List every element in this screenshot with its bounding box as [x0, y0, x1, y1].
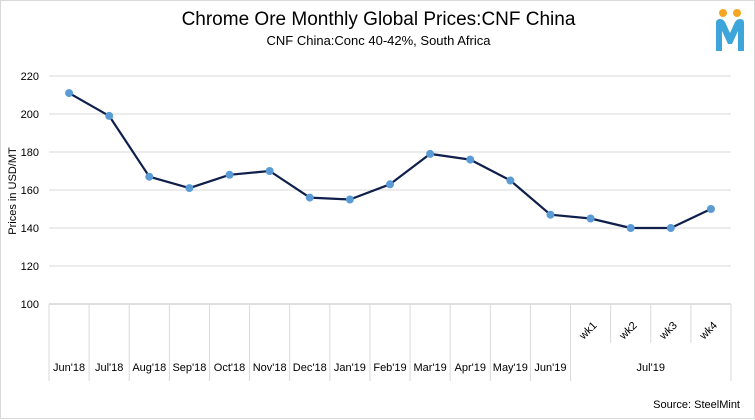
data-point [265, 167, 274, 175]
chart-subtitle: CNF China:Conc 40-42%, South Africa [266, 33, 491, 48]
data-point [145, 172, 154, 181]
x-tick-label: wk2 [617, 320, 640, 343]
y-axis-label: Prices in USD/MT [7, 147, 19, 235]
data-points [65, 89, 715, 232]
data-point [466, 155, 475, 164]
x-tick-label: Dec'18 [293, 362, 327, 374]
data-point [345, 195, 354, 204]
y-tick-label: 140 [21, 223, 39, 235]
y-tick-label: 220 [21, 71, 39, 83]
data-point [225, 170, 234, 179]
data-point [546, 210, 555, 219]
y-tick-label: 160 [21, 185, 39, 197]
data-point [426, 149, 435, 158]
data-point [666, 224, 675, 232]
x-tick-label: Jun'19 [534, 362, 566, 374]
x-group-label: Jul'19 [637, 362, 665, 374]
data-point [506, 176, 515, 185]
x-tick-label: Jan'19 [334, 362, 366, 374]
series-line-path [68, 92, 712, 230]
data-point [305, 193, 314, 202]
x-tick-label: wk4 [697, 320, 720, 343]
data-point [105, 111, 114, 120]
y-tick-label: 120 [21, 261, 39, 273]
x-tick-label: May'19 [493, 362, 528, 374]
x-tick-label: wk1 [577, 320, 600, 343]
y-tick-label: 180 [21, 147, 39, 159]
data-point [185, 184, 194, 193]
x-tick-label: wk3 [657, 320, 680, 343]
y-tick-labels: 100 120 140 160 180 200 220 [21, 71, 39, 311]
y-tick-label: 200 [21, 109, 39, 121]
x-tick-labels: Jun'18 Jul'18 Aug'18 Sep'18 Oct'18 Nov'18 Dec'… [53, 320, 720, 374]
x-tick-label: Mar'19 [413, 362, 446, 374]
x-tick-label: Feb'19 [373, 362, 406, 374]
axes [48, 303, 732, 381]
chart-title: Chrome Ore Monthly Global Prices:CNF Chi… [181, 9, 576, 30]
x-tick-label: Apr'19 [455, 362, 486, 374]
data-point [65, 89, 74, 98]
x-tick-label: Nov'18 [253, 362, 287, 374]
x-tick-label: Jun'18 [53, 362, 85, 374]
x-tick-label: Jul'18 [95, 362, 123, 374]
source-note: Source: SteelMint [653, 399, 740, 411]
y-tick-label: 100 [21, 299, 39, 311]
data-point [386, 180, 394, 189]
data-point [586, 214, 595, 223]
steelmint-logo-icon [716, 9, 744, 51]
x-tick-label: Oct'18 [214, 362, 245, 374]
data-point [626, 224, 635, 232]
data-point [706, 205, 715, 213]
gridlines [49, 75, 731, 267]
x-tick-label: Aug'18 [132, 362, 166, 374]
x-tick-label: Sep'18 [172, 362, 206, 374]
series-line [68, 92, 712, 230]
